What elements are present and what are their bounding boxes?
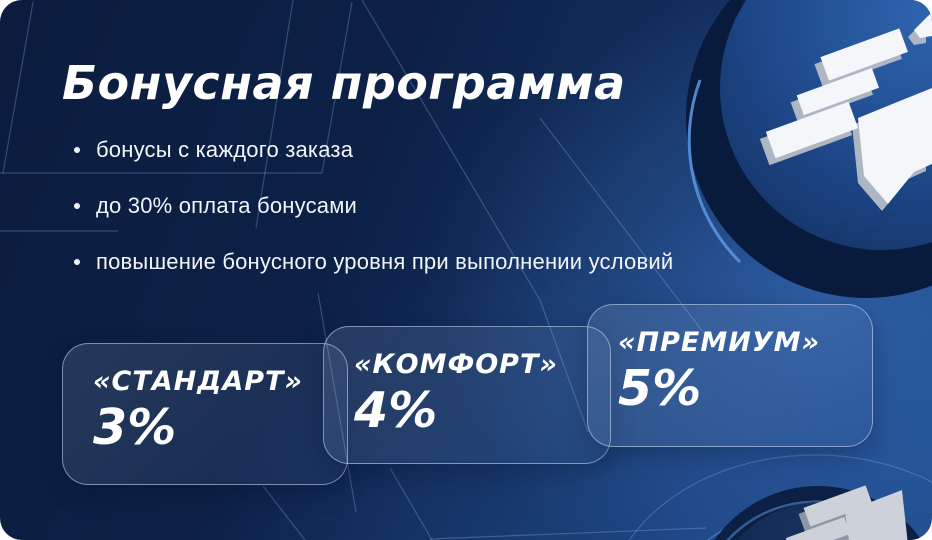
tier-value: 5% (618, 360, 702, 417)
tier-card-premium: «ПРЕМИУМ» 5% (587, 304, 873, 447)
bullet-dot (74, 203, 80, 209)
brand-logo-icon (765, 12, 932, 204)
brand-coin-partial-icon (714, 485, 922, 540)
tier-value: 4% (354, 382, 438, 439)
tier-name: «СТАНДАРТ» (93, 366, 303, 397)
bullet-text: повышение бонусного уровня при выполнени… (96, 249, 674, 274)
page-title: Бонусная программа (62, 56, 626, 110)
bullet-text: бонусы с каждого заказа (96, 137, 354, 162)
tier-card-comfort: «КОМФОРТ» 4% (323, 326, 611, 464)
bullet-dot (74, 147, 80, 153)
bullet-list: бонусы с каждого заказа до 30% оплата бо… (62, 137, 674, 306)
bullet-dot (74, 259, 80, 265)
bullet-item: до 30% оплата бонусами (62, 193, 673, 218)
tier-name: «ПРЕМИУМ» (618, 327, 821, 358)
bullet-item: повышение бонусного уровня при выполнени… (62, 249, 674, 274)
tier-value: 3% (93, 399, 177, 456)
tier-name: «КОМФОРТ» (354, 349, 558, 380)
brand-coin-icon (686, 0, 932, 298)
bullet-item: бонусы с каждого заказа (62, 137, 673, 162)
brand-logo-partial-icon (785, 485, 908, 540)
bullet-text: до 30% оплата бонусами (96, 193, 358, 218)
tier-card-standard: «СТАНДАРТ» 3% (62, 343, 348, 485)
